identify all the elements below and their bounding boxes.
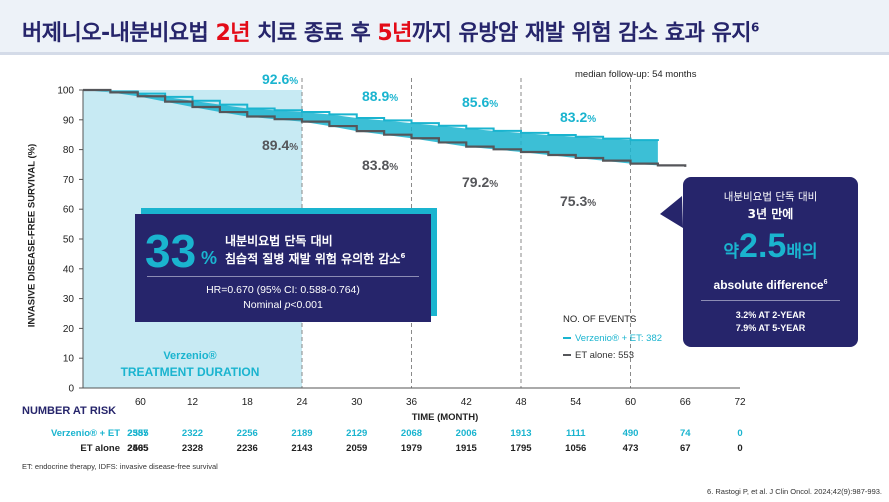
difference-band: [83, 90, 658, 166]
x-tick-label-30: 30: [351, 397, 363, 408]
x-tick-label-12: 12: [187, 397, 199, 408]
risk-cell-et-66: 67: [679, 443, 691, 454]
y-tick-label-90: 90: [63, 115, 75, 126]
ver-landmark-48: 85.6%: [462, 94, 499, 110]
risk-cell-et-72: 0: [737, 443, 743, 454]
risk-cell-et-30: 2059: [346, 443, 368, 454]
treatment-duration-label: Verzenio® TREATMENT DURATION: [120, 350, 260, 379]
ver-landmark-60: 83.2%: [560, 109, 597, 125]
x-tick-label-66: 66: [680, 397, 692, 408]
risk-cell-ver-72: 0: [737, 428, 743, 439]
et-landmark-36: 83.8%: [362, 157, 399, 173]
risk-cell-ver-6: 2387: [127, 428, 149, 439]
et-landmark-60: 75.3%: [560, 193, 597, 209]
reduction-line1: 내분비요법 단독 대비: [225, 234, 333, 248]
box-divider: [147, 276, 419, 277]
x-tick-label-6: 6: [135, 397, 141, 408]
abs-5yr: 7.9% AT 5-YEAR: [735, 323, 806, 333]
ver-landmark-24: 92.6%: [262, 71, 299, 87]
et-landmark-48: 79.2%: [462, 174, 499, 190]
risk-cell-et-6: 2405: [127, 443, 149, 454]
risk-cell-ver-36: 2068: [400, 428, 423, 439]
risk-cell-ver-42: 2006: [455, 428, 477, 439]
callout-pointer: [660, 196, 683, 228]
events-et: ET alone: 553: [563, 350, 634, 361]
risk-cell-ver-18: 2256: [236, 428, 258, 439]
x-tick-label-18: 18: [242, 397, 254, 408]
x-tick-label-42: 42: [461, 397, 473, 408]
x-tick-label-48: 48: [515, 397, 527, 408]
x-axis-title: TIME (MONTH): [411, 412, 479, 423]
abs-line1: 내분비요법 단독 대비: [723, 191, 818, 203]
y-tick-label-40: 40: [63, 264, 75, 275]
page-title: 버제니오-내분비요법 2년 치료 종료 후 5년까지 유방암 재발 위험 감소 …: [22, 20, 759, 46]
y-tick-label-80: 80: [63, 145, 75, 156]
y-tick-label-20: 20: [63, 324, 75, 335]
footnote: ET: endocrine therapy, IDFS: invasive di…: [22, 462, 218, 471]
risk-cell-ver-0: 2555: [127, 428, 149, 439]
title-banner: 버제니오-내분비요법 2년 치료 종료 후 5년까지 유방암 재발 위험 감소 …: [0, 0, 889, 52]
risk-cell-ver-12: 2322: [181, 428, 204, 439]
events-title: NO. OF EVENTS: [563, 314, 637, 325]
x-tick-label-0: 0: [140, 397, 146, 408]
risk-cell-et-0: 2565: [127, 443, 149, 454]
risk-cell-et-48: 1795: [510, 443, 532, 454]
risk-cell-ver-54: 1111: [565, 428, 586, 439]
x-tick-label-36: 36: [406, 397, 418, 408]
ver-landmark-36: 88.9%: [362, 88, 399, 104]
x-tick-label-24: 24: [296, 397, 308, 408]
followup-note: median follow-up: 54 months: [575, 69, 697, 80]
reduction-line2: 침습적 질병 재발 위험 유의한 감소6: [225, 252, 406, 266]
title-divider: [0, 52, 889, 55]
risk-row-label-et: ET alone: [80, 443, 120, 454]
risk-cell-et-12: 2328: [181, 443, 204, 454]
abs-2yr: 3.2% AT 2-YEAR: [735, 310, 806, 320]
series-line-et: [83, 88, 687, 167]
abs-line2: 3년 만에: [747, 207, 794, 221]
y-tick-label-100: 100: [57, 86, 74, 97]
risk-cell-et-24: 2143: [291, 443, 313, 454]
risk-cell-et-18: 2236: [236, 443, 258, 454]
y-tick-label-0: 0: [68, 384, 74, 395]
abs-divider: [701, 300, 840, 301]
reference: 6. Rastogi P, et al. J Clin Oncol. 2024;…: [707, 487, 882, 496]
number-at-risk-label: NUMBER AT RISK: [22, 405, 117, 417]
risk-cell-et-42: 1915: [455, 443, 477, 454]
risk-cell-ver-60: 490: [622, 428, 639, 439]
hazard-reduction-box: 33 % 내분비요법 단독 대비 침습적 질병 재발 위험 유의한 감소6 HR…: [135, 214, 431, 322]
absolute-difference-box: 내분비요법 단독 대비 3년 만에 약2.5배의 absolute differ…: [683, 177, 858, 347]
risk-cell-ver-48: 1913: [510, 428, 532, 439]
y-axis-label: INVASIVE DISEASE-FREE SURVIVAL (%): [26, 143, 38, 328]
y-tick-label-50: 50: [63, 235, 75, 246]
reduction-percent-sign: %: [201, 248, 218, 268]
risk-cell-ver-30: 2129: [346, 428, 368, 439]
hazard-ratio: HR=0.670 (95% CI: 0.588-0.764): [206, 284, 360, 296]
risk-cell-et-36: 1979: [400, 443, 423, 454]
risk-cell-et-60: 473: [622, 443, 639, 454]
et-landmark-24: 89.4%: [262, 137, 299, 153]
risk-row-label-ver: Verzenio® + ET: [50, 428, 120, 439]
risk-cell-ver-66: 74: [679, 428, 691, 439]
x-tick-label-72: 72: [734, 397, 746, 408]
x-tick-label-60: 60: [625, 397, 637, 408]
risk-cell-et-54: 1056: [565, 443, 587, 454]
y-tick-label-10: 10: [63, 354, 75, 365]
y-tick-label-30: 30: [63, 294, 75, 305]
y-tick-label-70: 70: [63, 175, 75, 186]
y-tick-label-60: 60: [63, 205, 75, 216]
series-line-verzenio: [83, 89, 659, 142]
events-ver: Verzenio® + ET: 382: [563, 333, 662, 344]
abs-label: absolute difference6: [713, 278, 828, 292]
risk-cell-ver-24: 2189: [291, 428, 313, 439]
nominal-p-value: Nominal p<0.001: [243, 299, 323, 311]
reduction-percent: 33: [145, 225, 197, 277]
x-tick-label-54: 54: [570, 397, 582, 408]
abs-big-value: 약2.5배의: [723, 227, 818, 265]
